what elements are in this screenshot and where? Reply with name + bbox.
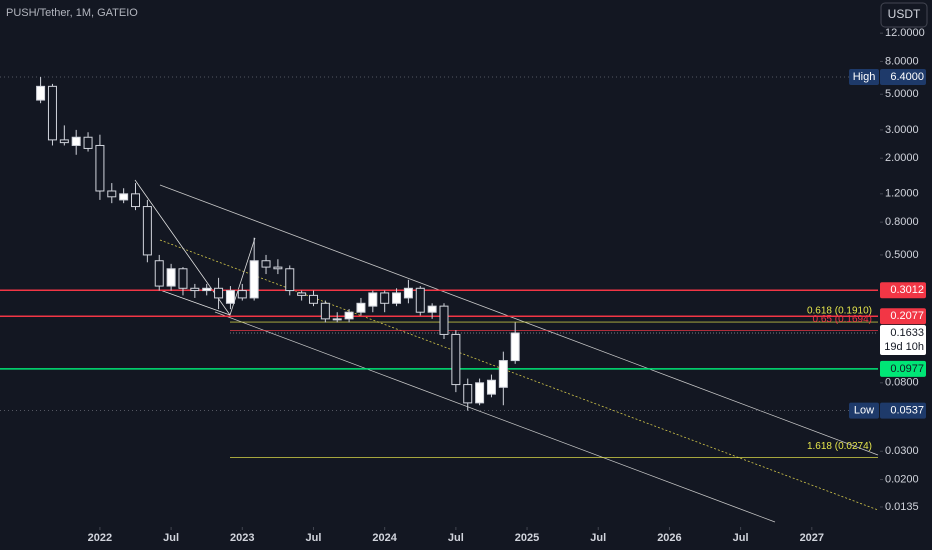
candle-body bbox=[475, 382, 485, 404]
y-tick-label: 5.0000 bbox=[885, 88, 919, 100]
x-tick-label: Jul bbox=[733, 532, 749, 544]
x-tick-label: 2027 bbox=[800, 532, 824, 544]
x-tick-label: Jul bbox=[448, 532, 464, 544]
x-tick-label: 2023 bbox=[230, 532, 254, 544]
candle-body bbox=[47, 85, 57, 141]
candle-body bbox=[154, 260, 164, 287]
plot: 0.618 (0.1910)0.65 (0.1694) 1.618 (0.0274… bbox=[0, 76, 878, 458]
candle-body bbox=[498, 360, 508, 388]
y-tick-label: 8.0000 bbox=[885, 55, 919, 67]
marker-value-box bbox=[880, 69, 926, 86]
candle-body bbox=[273, 266, 283, 270]
candle-body bbox=[214, 287, 224, 299]
x-tick-label: 2022 bbox=[88, 532, 112, 544]
y-tick-label: 0.5000 bbox=[885, 249, 919, 261]
channel-upper bbox=[159, 184, 879, 456]
candle-body bbox=[119, 193, 129, 201]
candle-body bbox=[451, 333, 461, 386]
candle-body bbox=[202, 287, 212, 292]
candle-body bbox=[249, 260, 259, 299]
candle-body bbox=[415, 287, 425, 313]
x-tick-label: 2024 bbox=[372, 532, 397, 544]
candle-body bbox=[510, 332, 520, 362]
current-price-box bbox=[880, 325, 926, 356]
candle-body bbox=[320, 302, 330, 320]
y-tick-label: 0.0300 bbox=[885, 445, 919, 457]
fib-label: 1.618 (0.0274) bbox=[807, 441, 872, 452]
candle-body bbox=[36, 85, 46, 101]
current-price: 0.1633 bbox=[890, 327, 924, 339]
candle-body bbox=[427, 305, 437, 313]
price-box-label: 0.3012 bbox=[890, 284, 924, 296]
fib-label: 0.65 (0.1694) bbox=[813, 314, 873, 325]
candle-body bbox=[332, 318, 342, 321]
candle-body bbox=[225, 290, 235, 304]
candle-body bbox=[131, 193, 141, 208]
y-tick-label: 0.0200 bbox=[885, 473, 919, 485]
candle-body bbox=[190, 287, 200, 292]
x-tick-label: 2026 bbox=[657, 532, 681, 544]
triangle-base bbox=[159, 289, 231, 316]
candle-body bbox=[380, 292, 390, 304]
candle-body bbox=[403, 287, 413, 299]
candle-body bbox=[344, 311, 354, 320]
price-box bbox=[880, 308, 926, 325]
candle-body bbox=[392, 292, 402, 304]
marker-name: Low bbox=[854, 405, 874, 417]
price-box bbox=[880, 360, 926, 377]
candle-body bbox=[166, 268, 176, 287]
marker-name: High bbox=[853, 71, 876, 83]
candle-body bbox=[83, 136, 93, 149]
candle-body bbox=[107, 190, 117, 198]
y-tick-label: 3.0000 bbox=[885, 124, 919, 136]
drawings bbox=[134, 179, 879, 523]
marker-name-box bbox=[849, 402, 879, 419]
fib-label: 0.618 (0.1910) bbox=[807, 306, 872, 317]
chart-title: PUSH/Tether, 1M, GATEIO bbox=[6, 7, 138, 19]
x-tick-label: Jul bbox=[163, 532, 179, 544]
currency-label[interactable]: USDT bbox=[888, 7, 921, 21]
candle-body bbox=[463, 384, 473, 404]
currency-button[interactable] bbox=[880, 2, 928, 28]
candle-body bbox=[95, 144, 105, 192]
marker-value: 6.4000 bbox=[890, 71, 924, 83]
y-tick-label: 12.0000 bbox=[885, 27, 925, 39]
candle-body bbox=[59, 139, 69, 144]
x-tick-label: Jul bbox=[306, 532, 322, 544]
candle-body bbox=[486, 379, 496, 395]
countdown: 19d 10h bbox=[884, 341, 924, 353]
candle-body bbox=[178, 268, 188, 289]
candle-body bbox=[71, 136, 81, 146]
marker-value-box bbox=[880, 402, 926, 419]
candle-body bbox=[285, 268, 295, 292]
candle-body bbox=[261, 260, 271, 268]
y-tick-label: 0.8000 bbox=[885, 216, 919, 228]
candle-body bbox=[237, 290, 247, 299]
y-tick-label: 0.0135 bbox=[885, 501, 919, 513]
y-tick-label: 0.0800 bbox=[885, 377, 919, 389]
x-tick-label: Jul bbox=[590, 532, 606, 544]
candle-body bbox=[308, 294, 318, 304]
marker-name-box bbox=[849, 69, 879, 86]
candle-body bbox=[142, 206, 152, 256]
price-box-label: 0.2077 bbox=[890, 310, 924, 322]
channel-lower bbox=[214, 311, 776, 523]
candle-body bbox=[356, 302, 366, 313]
candle-body bbox=[297, 292, 307, 296]
marker-value: 0.0537 bbox=[890, 405, 924, 417]
price-axis bbox=[880, 0, 932, 550]
candle-body bbox=[368, 292, 378, 307]
x-tick-label: 2025 bbox=[515, 532, 539, 544]
price-box bbox=[880, 282, 926, 299]
candle-body bbox=[439, 305, 449, 335]
price-box-label: 0.0977 bbox=[890, 363, 924, 375]
y-tick-label: 2.0000 bbox=[885, 152, 919, 164]
y-tick-label: 1.2000 bbox=[885, 188, 919, 200]
